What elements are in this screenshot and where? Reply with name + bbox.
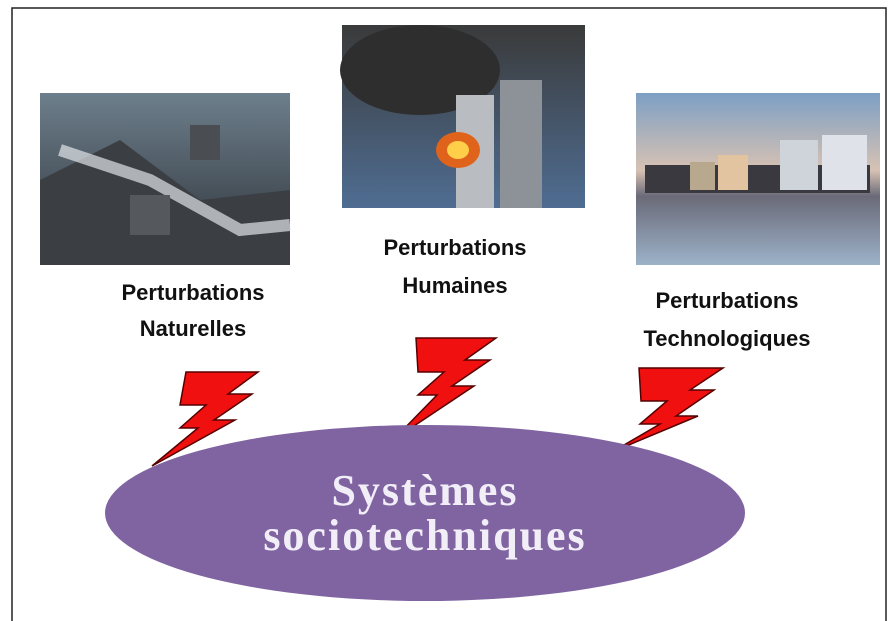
node-label: Perturbations bbox=[121, 280, 264, 305]
diagram: Perturbations Naturelles Perturbations Huma… bbox=[0, 0, 896, 621]
image-natural bbox=[40, 93, 290, 265]
center-line: sociotechniques bbox=[263, 511, 586, 560]
bolt bbox=[612, 368, 723, 452]
node-label: Naturelles bbox=[140, 316, 246, 341]
node-label: Humaines bbox=[402, 273, 507, 298]
node-label: Perturbations bbox=[383, 235, 526, 260]
node-label: Perturbations bbox=[655, 288, 798, 313]
center-line: Systèmes bbox=[331, 466, 518, 515]
image-human bbox=[340, 25, 585, 208]
image-technological bbox=[636, 93, 880, 265]
bolt bbox=[393, 338, 496, 440]
node-label: Technologiques bbox=[643, 326, 810, 351]
